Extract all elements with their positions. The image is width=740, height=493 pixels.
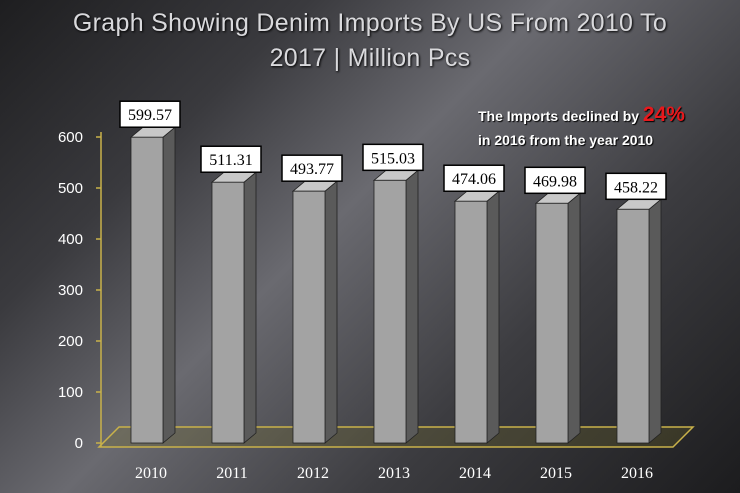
y-tick-label: 500 bbox=[58, 180, 83, 197]
y-tick-label: 400 bbox=[58, 231, 83, 248]
data-label: 474.06 bbox=[452, 171, 496, 188]
bar bbox=[130, 136, 164, 444]
y-tick-label: 300 bbox=[58, 282, 83, 299]
x-tick-label: 2010 bbox=[135, 465, 167, 482]
bar-side bbox=[324, 180, 338, 444]
bar-side bbox=[648, 198, 662, 444]
bar bbox=[373, 179, 407, 444]
data-label-box bbox=[200, 145, 262, 173]
data-label: 493.77 bbox=[290, 161, 334, 178]
x-tick-label: 2012 bbox=[297, 465, 329, 482]
data-label: 458.22 bbox=[614, 179, 658, 196]
data-label-box bbox=[524, 166, 586, 195]
y-tick-label: 100 bbox=[58, 384, 83, 401]
bar bbox=[292, 190, 326, 444]
data-label: 469.98 bbox=[533, 173, 577, 190]
y-tick-label: 0 bbox=[75, 435, 83, 452]
x-tick-label: 2016 bbox=[621, 465, 653, 482]
chart-title-line-1: Graph Showing Denim Imports By US From 2… bbox=[72, 9, 668, 37]
data-label: 599.57 bbox=[128, 107, 172, 124]
decline-annotation-line-2: in 2016 from the year 2010 bbox=[478, 132, 654, 148]
bar bbox=[211, 181, 245, 444]
data-label: 511.31 bbox=[209, 152, 252, 169]
y-tick-label: 200 bbox=[58, 333, 83, 350]
bar-side bbox=[162, 126, 176, 444]
data-label-box bbox=[443, 164, 505, 192]
x-tick-label: 2013 bbox=[378, 465, 410, 482]
decline-percent: 24% bbox=[642, 103, 685, 126]
data-label-box bbox=[605, 172, 667, 201]
bar bbox=[454, 200, 488, 444]
bar-side bbox=[243, 171, 257, 444]
x-tick-label: 2011 bbox=[216, 465, 247, 482]
bar bbox=[616, 208, 650, 444]
x-tick-label: 2015 bbox=[540, 465, 572, 482]
bar-side bbox=[405, 169, 419, 444]
data-label-box bbox=[119, 100, 181, 128]
data-label-box bbox=[281, 154, 343, 182]
decline-annotation: The Imports declined by 24% in 2016 from… bbox=[478, 103, 685, 152]
bar-side bbox=[567, 192, 581, 444]
chart-title: Graph Showing Denim Imports By US From 2… bbox=[0, 6, 740, 76]
decline-annotation-line-1: The Imports declined by 24% bbox=[478, 103, 685, 128]
data-label-box bbox=[362, 143, 424, 172]
y-tick-label: 600 bbox=[58, 129, 83, 146]
data-label: 515.03 bbox=[371, 150, 415, 167]
decline-annotation-text: The Imports declined by bbox=[478, 108, 640, 124]
chart-title-line-2: 2017 | Million Pcs bbox=[269, 44, 471, 72]
bar-side bbox=[486, 190, 500, 444]
x-tick-label: 2014 bbox=[459, 465, 491, 482]
bar bbox=[535, 202, 569, 444]
